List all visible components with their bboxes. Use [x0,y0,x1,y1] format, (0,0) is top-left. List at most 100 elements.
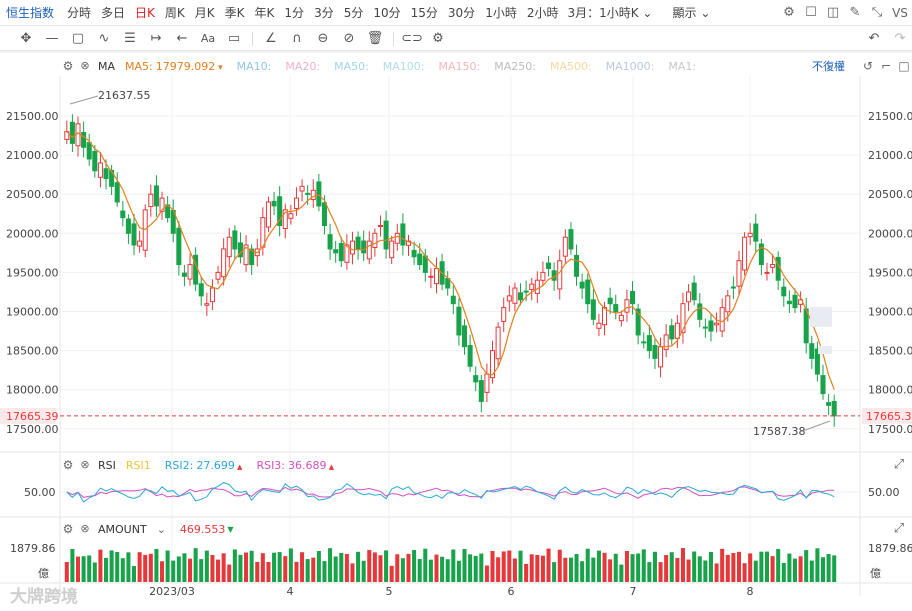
shape-tool-icon[interactable]: ▢ [71,30,85,46]
ma-legend-item[interactable]: MA20: [285,60,320,73]
pencil-icon[interactable]: ✎ [849,5,861,20]
camera-icon[interactable]: ◫ [826,5,840,20]
hide-icon[interactable]: ⊘ [343,30,355,46]
link-icon[interactable]: ⊂⊃ [401,30,423,46]
period-tab[interactable]: 2小時 [526,6,559,20]
ma-legend-item[interactable]: MA500: [550,60,592,73]
period-tab[interactable]: 10分 [373,6,401,20]
amount-expand-icon[interactable]: ⤢ [893,521,905,536]
candle-body [372,232,378,249]
display-dropdown[interactable]: 顯示 ⌄ [672,6,711,20]
candle-body [590,299,596,320]
parallel-tool-icon[interactable]: ☰ [124,30,136,46]
ma-legend-item[interactable]: MA50: [334,60,369,73]
period-tab[interactable]: 30分 [447,6,476,20]
ma-legend-item[interactable]: MA250: [494,60,536,73]
period-tab[interactable]: 5分 [343,6,364,20]
ma-legend-item[interactable]: MA100: [383,60,425,73]
wave-tool-icon[interactable]: ∿ [98,30,110,46]
redo-icon[interactable]: ↷ [894,30,906,46]
amount-gear-icon[interactable]: ⚙ [62,522,74,536]
candle-body [293,197,299,210]
period-tab[interactable]: 多日 [101,6,126,20]
symbol-name[interactable]: 恒生指数 [6,6,55,20]
range-dropdown[interactable]: 3月：1小時K ⌄ [567,6,653,20]
trash-icon[interactable]: 🗑 [366,30,384,46]
arrow-tool-icon[interactable]: ← [176,30,188,46]
y-tick-label-left: 21500.00 [6,110,59,123]
candle-body [775,256,781,281]
candle-body [518,292,524,301]
volume-bar [804,550,809,582]
period-tab[interactable]: 3分 [314,6,334,20]
period-tab[interactable]: 15分 [410,6,438,20]
candle-body [680,303,686,334]
candle-body [456,306,462,336]
rsi-close-icon[interactable]: ⊗ [80,458,90,471]
main-indicator-name[interactable]: MA [98,59,116,73]
panel-close-icon[interactable]: ⊗ [80,59,90,72]
period-tab[interactable]: 1分 [284,6,305,20]
lock-icon[interactable]: ⊖ [317,30,329,46]
period-tab[interactable]: 分時 [67,6,92,20]
panel-min-icon[interactable]: ⌐ [880,59,892,73]
volume-bar [815,548,820,582]
ma-legend-item[interactable]: MA1: [668,60,696,73]
amount-indicator-name[interactable]: AMOUNT [98,522,147,536]
text-tool-icon[interactable]: Aa [200,31,216,45]
settings-small-icon[interactable]: ⚙ [432,30,444,46]
gear-icon[interactable]: ⚙ [783,5,795,20]
period-tab[interactable]: 月K [194,6,215,20]
period-tab[interactable]: 日K [135,6,155,20]
volume-bar [333,556,338,582]
period-tab[interactable]: 年K [254,6,275,20]
rsi-legend-item[interactable]: RSI3: 36.689 ▲ [256,459,334,472]
rsi-legend-item[interactable]: RSI1 [126,459,151,472]
rsi-gear-icon[interactable]: ⚙ [62,458,74,472]
undo-icon[interactable]: ↶ [868,30,880,46]
period-tab[interactable]: 季K [224,6,245,20]
volume-bar [350,563,355,582]
reset-icon[interactable]: ↺ [862,59,874,73]
crosshair-icon[interactable]: ✥ [20,30,32,46]
amount-close-icon[interactable]: ⊗ [80,522,90,535]
ma-legend-label: MA250: [494,59,536,73]
ma-legend-item[interactable]: MA5: 17979.092 ▾ [125,60,223,73]
panel-square-icon[interactable]: □ [898,59,910,73]
ma-legend-item[interactable]: MA1000: [606,60,655,73]
vs-button[interactable]: VS [892,6,908,20]
volume-bar [361,560,366,582]
volume-bar [378,555,383,582]
ma-legend-item[interactable]: MA150: [439,60,481,73]
y-tick-label-left: 21000.00 [6,149,59,162]
volume-bar [613,553,618,582]
period-tab[interactable]: 1小時 [485,6,517,20]
volume-bar [260,553,265,582]
candle-body [159,197,165,212]
volume-bar [512,558,517,582]
adjust-dropdown[interactable]: 不復權 [812,60,845,73]
amount-chevron-icon[interactable]: ⌄ [156,522,166,536]
panel-gear-icon[interactable]: ⚙ [62,59,74,73]
ma-legend-item[interactable]: MA10: [237,60,272,73]
current-price-tag-right [862,407,912,424]
rsi-legend-item[interactable]: RSI2: 27.699 ▲ [165,459,243,472]
volume-bar [75,556,81,582]
candle-body [355,236,361,250]
volume-bar [608,559,613,582]
line-tool-icon[interactable]: — [45,30,59,46]
range-tool-icon[interactable]: ↦ [150,30,162,46]
checkbox-icon[interactable]: ☐ [805,5,817,20]
rsi-expand-icon[interactable]: ⤢ [893,457,905,472]
collapse-icon[interactable]: ⤡ [871,5,883,20]
measure-icon[interactable]: ∠ [265,30,277,46]
note-tool-icon[interactable]: ▭ [227,30,241,46]
volume-bar [115,551,120,582]
rsi-indicator-name[interactable]: RSI [98,458,116,472]
magnet-icon[interactable]: ∩ [292,30,302,46]
period-tab[interactable]: 周K [164,6,185,20]
candle-body [349,240,355,255]
candle-body [226,236,232,258]
volume-bar [529,554,534,582]
